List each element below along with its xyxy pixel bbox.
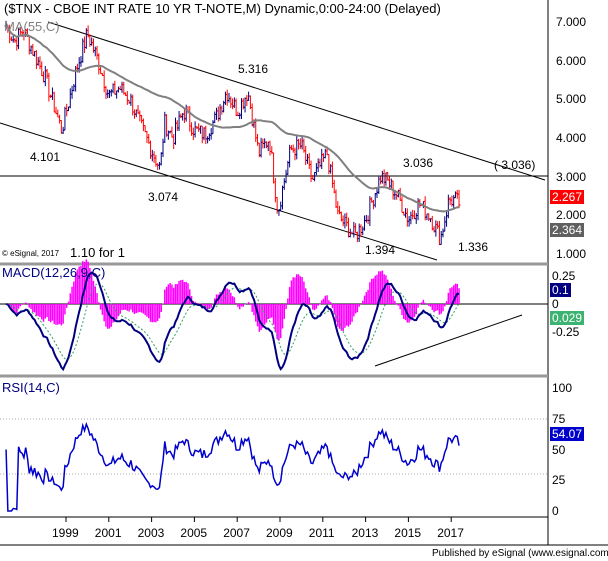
price-tick: 7.000 bbox=[556, 15, 587, 29]
year-tick: 2001 bbox=[94, 526, 122, 540]
year-tick: 2015 bbox=[394, 526, 422, 540]
year-tick: 2009 bbox=[266, 526, 293, 540]
price-tick: 6.000 bbox=[556, 53, 587, 68]
signal-value-label: 0.029 bbox=[550, 311, 585, 325]
macd-title: MACD(12,26,9,C) bbox=[2, 265, 106, 280]
lower-channel-line bbox=[0, 122, 438, 261]
ma-label: MA(55,C) bbox=[4, 19, 60, 34]
split-note: 1.10 for 1 bbox=[70, 245, 125, 260]
macd-value-label: 0.1 bbox=[550, 283, 571, 297]
rsi-tick: 100 bbox=[552, 381, 573, 395]
watermark: © eSignal, 2017 bbox=[2, 249, 60, 258]
last-price-label: 2.267 bbox=[550, 190, 585, 204]
annotation-3036: 3.036 bbox=[403, 156, 434, 170]
annotation-1336: 1.336 bbox=[458, 240, 489, 254]
price-tick: 5.000 bbox=[556, 92, 587, 107]
year-tick: 2005 bbox=[180, 526, 208, 540]
ma-line bbox=[5, 25, 460, 213]
rsi-line bbox=[5, 421, 460, 512]
price-tick: 1.000 bbox=[556, 247, 587, 262]
macd-tick: 0 bbox=[552, 297, 559, 311]
macd-tick: -0.25 bbox=[552, 325, 580, 339]
rsi-title: RSI(14,C) bbox=[2, 380, 60, 395]
year-tick: 2013 bbox=[351, 526, 379, 540]
year-tick: 2011 bbox=[308, 526, 335, 540]
year-tick: 1999 bbox=[52, 526, 79, 540]
ma-value-label: 2.364 bbox=[550, 223, 585, 237]
price-tick: 2.000 bbox=[556, 208, 587, 223]
macd-signal-line bbox=[6, 282, 460, 360]
macd-trendline bbox=[374, 314, 523, 367]
annotation-3074: 3.074 bbox=[148, 190, 179, 204]
year-tick: 2017 bbox=[437, 526, 464, 540]
rsi-tick: 75 bbox=[552, 411, 566, 426]
annotation-5316: 5.316 bbox=[238, 62, 269, 76]
annotation-1394: 1.394 bbox=[365, 243, 396, 257]
chart-title: ($TNX - CBOE INT RATE 10 YR T-NOTE,M) Dy… bbox=[4, 1, 441, 16]
rsi-value-label: 54.07 bbox=[550, 427, 585, 441]
rsi-tick: 0 bbox=[552, 504, 559, 518]
year-tick: 2003 bbox=[137, 526, 165, 540]
rsi-tick: 25 bbox=[552, 473, 566, 488]
price-tick: 3.000 bbox=[556, 169, 587, 184]
annotation-target-3036: ( 3.036) bbox=[494, 158, 536, 172]
macd-line bbox=[5, 271, 460, 372]
year-tick: 2007 bbox=[223, 526, 250, 540]
price-tick: 4.000 bbox=[556, 131, 587, 145]
rsi-tick: 50 bbox=[552, 442, 566, 457]
footer-credit: Published by eSignal (www.esignal.com) bbox=[432, 548, 608, 559]
macd-tick: 0.25 bbox=[552, 269, 576, 283]
annotation-4101: 4.101 bbox=[30, 150, 61, 164]
upper-channel-line bbox=[47, 21, 546, 181]
